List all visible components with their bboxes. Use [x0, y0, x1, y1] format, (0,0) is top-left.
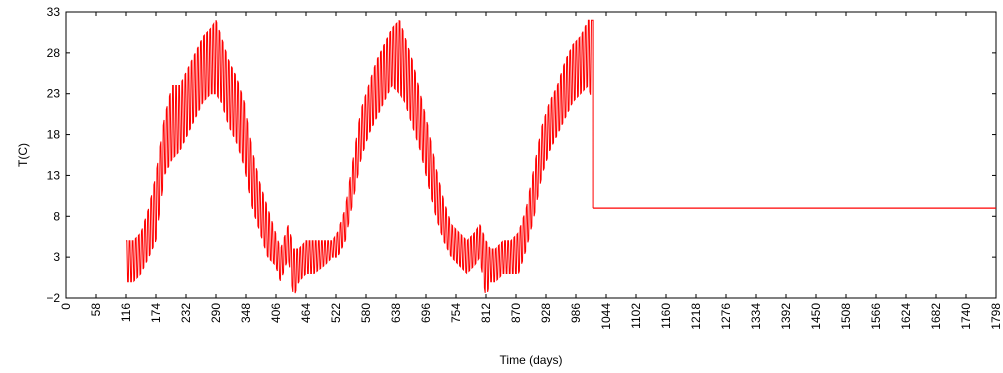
x-tick-label: 986 [569, 303, 583, 323]
x-tick-label: 1334 [749, 303, 763, 330]
y-axis: −2 3 8 13 18 23 28 33 [46, 5, 996, 305]
y-axis-label: T(C) [16, 143, 30, 167]
x-tick-label: 812 [479, 303, 493, 323]
x-tick-label: 754 [449, 303, 463, 323]
y-tick-label: 13 [47, 168, 61, 182]
x-tick-label: 232 [179, 303, 193, 323]
plot-area: 0 58 116 174 232 290 348 406 464 522 580 638 696 754 8… [46, 5, 1003, 330]
temperature-series-line [126, 19, 594, 294]
axes-frame [65, 11, 997, 299]
x-tick-label: 870 [509, 303, 523, 323]
x-tick-label: 1392 [779, 303, 793, 330]
x-tick-label: 1740 [959, 303, 973, 330]
y-tick-label: 33 [47, 5, 61, 19]
x-tick-label: 1160 [659, 303, 673, 329]
x-tick-label: 696 [419, 303, 433, 323]
x-tick-label: 406 [269, 303, 283, 323]
x-tick-label: 116 [119, 303, 133, 322]
x-tick-label: 638 [389, 303, 403, 323]
x-tick-label: 174 [149, 303, 163, 323]
x-axis-label: Time (days) [500, 353, 563, 367]
x-tick-label: 1798 [989, 303, 1003, 330]
y-tick-label: 8 [53, 209, 60, 223]
x-tick-label: 290 [209, 303, 223, 323]
x-tick-label: 58 [89, 303, 103, 317]
x-tick-label: 1102 [629, 303, 643, 329]
x-tick-label: 0 [59, 303, 73, 310]
y-tick-label: 23 [47, 87, 61, 101]
y-tick-label: −2 [46, 291, 60, 305]
x-tick-label: 348 [239, 303, 253, 323]
x-axis: 0 58 116 174 232 290 348 406 464 522 580 638 696 754 8… [59, 12, 1003, 330]
x-tick-label: 1508 [839, 303, 853, 330]
y-tick-label: 28 [47, 46, 61, 60]
x-tick-label: 1566 [869, 303, 883, 330]
x-tick-label: 522 [329, 303, 343, 323]
x-tick-label: 580 [359, 303, 373, 323]
x-tick-label: 464 [299, 303, 313, 323]
y-tick-label: 3 [53, 250, 60, 264]
x-tick-label: 1276 [719, 303, 733, 330]
series-group [126, 19, 996, 294]
x-tick-label: 1044 [599, 303, 613, 330]
x-tick-label: 1450 [809, 303, 823, 330]
x-tick-label: 1624 [899, 303, 913, 330]
y-tick-label: 18 [47, 128, 61, 142]
x-tick-label: 928 [539, 303, 553, 323]
x-tick-label: 1682 [929, 303, 943, 330]
x-tick-label: 1218 [689, 303, 703, 330]
